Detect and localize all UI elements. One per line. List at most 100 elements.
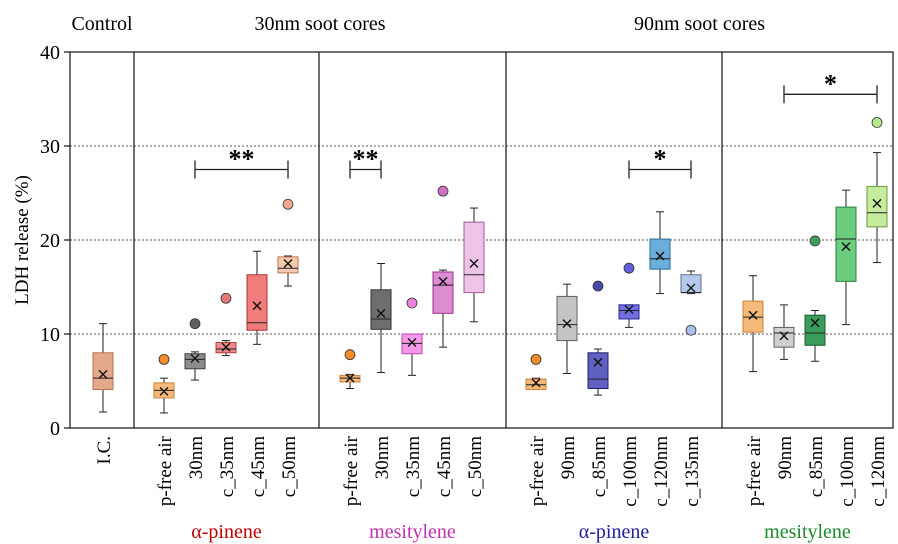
- outlier-point: [530, 353, 542, 365]
- box-2-0: [339, 349, 361, 390]
- x-tick-label: 30nm: [186, 436, 207, 480]
- x-tick-label: c_100nm: [837, 436, 858, 507]
- outlier-point: [220, 292, 232, 304]
- box-4-1: [773, 304, 795, 360]
- x-tick-label: 30nm: [372, 436, 393, 480]
- mean-marker: [376, 308, 386, 318]
- significance-bracket: **: [194, 145, 289, 179]
- box-body: [835, 206, 857, 282]
- box-2-2: [401, 297, 423, 376]
- panel-dividers: [133, 52, 723, 428]
- outlier-point: [189, 318, 201, 330]
- x-tick-label: c_85nm: [806, 436, 827, 497]
- box-3-1: [556, 283, 578, 374]
- x-tick-label: c_45nm: [248, 436, 269, 497]
- mean-marker: [810, 318, 820, 328]
- mean-marker: [190, 353, 200, 363]
- box-1-0: [153, 353, 175, 414]
- y-tick-label: 30: [40, 136, 60, 158]
- mean-marker: [779, 331, 789, 341]
- mean-marker: [438, 276, 448, 286]
- significance-bracket: **: [349, 145, 382, 179]
- mean-marker: [624, 305, 634, 315]
- group-label: α-pinene: [191, 521, 262, 543]
- outlier-point: [623, 262, 635, 274]
- box-body: [556, 295, 578, 342]
- mean-marker: [593, 357, 603, 367]
- x-tick-label: c_35nm: [217, 436, 238, 497]
- significance-brackets: ** ** **: [194, 69, 878, 179]
- box-body: [463, 221, 485, 294]
- box-body: [587, 352, 609, 390]
- significance-label: **: [353, 145, 379, 174]
- mean-marker: [407, 337, 417, 347]
- box-3-4: [649, 211, 671, 295]
- box-4-4: [866, 117, 888, 264]
- box-3-3: [618, 262, 640, 328]
- box-body: [804, 314, 826, 346]
- x-tick-label: p-free air: [155, 435, 176, 506]
- x-tick-label: 90nm: [775, 436, 796, 480]
- x-tick-label: c_120nm: [651, 436, 672, 507]
- box-3-2: [587, 280, 609, 396]
- x-tick-labels: I.C. p-free air 30nm c_35nm c_45nm c_50nm p-fr…: [94, 435, 889, 506]
- x-tick-label: c_35nm: [403, 436, 424, 497]
- box-body: [432, 271, 454, 314]
- box-body: [680, 274, 702, 294]
- mean-marker: [159, 386, 169, 396]
- x-tick-label: p-free air: [527, 435, 548, 506]
- significance-bracket: *: [628, 145, 692, 179]
- x-tick-label: c_50nm: [279, 436, 300, 497]
- box-1-3: [246, 250, 268, 345]
- box-4-3: [835, 189, 857, 326]
- box-0-0: [92, 323, 114, 413]
- group-label: α-pinene: [579, 521, 650, 543]
- significance-bracket: *: [783, 69, 878, 104]
- outlier-point: [158, 353, 170, 365]
- x-tick-label: c_45nm: [434, 436, 455, 497]
- box-body: [246, 274, 268, 331]
- box-3-0: [525, 353, 547, 390]
- mean-marker: [283, 259, 293, 268]
- mean-marker: [686, 283, 696, 293]
- box-plots: [92, 117, 888, 414]
- box-2-4: [463, 207, 485, 323]
- x-tick-label: c_50nm: [465, 436, 486, 497]
- x-tick-label: c_85nm: [589, 436, 610, 497]
- mean-marker: [562, 319, 572, 329]
- mean-marker: [655, 251, 665, 261]
- x-tick-label: p-free air: [744, 435, 765, 506]
- y-tick-label: 10: [40, 324, 60, 346]
- outlier-point: [871, 117, 883, 128]
- y-tick-label: 20: [40, 230, 60, 252]
- panel-header: 30nm soot cores: [254, 13, 385, 35]
- significance-label: *: [654, 145, 667, 174]
- x-tick-label: I.C.: [94, 436, 115, 465]
- outlier-point: [809, 235, 821, 247]
- grid-lines: [70, 145, 893, 335]
- box-2-3: [432, 185, 454, 348]
- x-tick-label: c_135nm: [682, 436, 703, 507]
- mean-marker: [252, 301, 262, 311]
- mean-marker: [841, 242, 851, 252]
- mean-marker: [872, 198, 882, 208]
- panel-header: Control: [71, 13, 133, 35]
- y-axis: 0 10 20 30 40: [40, 42, 70, 440]
- box-4-0: [742, 275, 764, 373]
- panel-headers: Control 30nm soot cores 90nm soot cores: [71, 13, 765, 35]
- group-labels: α-pinene mesitylene α-pinene mesitylene: [191, 521, 851, 543]
- x-tick-label: c_100nm: [620, 436, 641, 507]
- box-4-2: [804, 235, 826, 362]
- outlier-point: [437, 185, 449, 197]
- box-1-1: [184, 318, 206, 381]
- y-axis-label: LDH release (%): [12, 175, 33, 305]
- box-body: [618, 304, 640, 320]
- box-body: [277, 256, 299, 274]
- mean-marker: [531, 378, 541, 388]
- mean-marker: [221, 342, 231, 352]
- x-tick-label: p-free air: [341, 435, 362, 506]
- outlier-point: [282, 198, 294, 210]
- mean-marker: [748, 310, 758, 320]
- mean-marker: [345, 373, 355, 383]
